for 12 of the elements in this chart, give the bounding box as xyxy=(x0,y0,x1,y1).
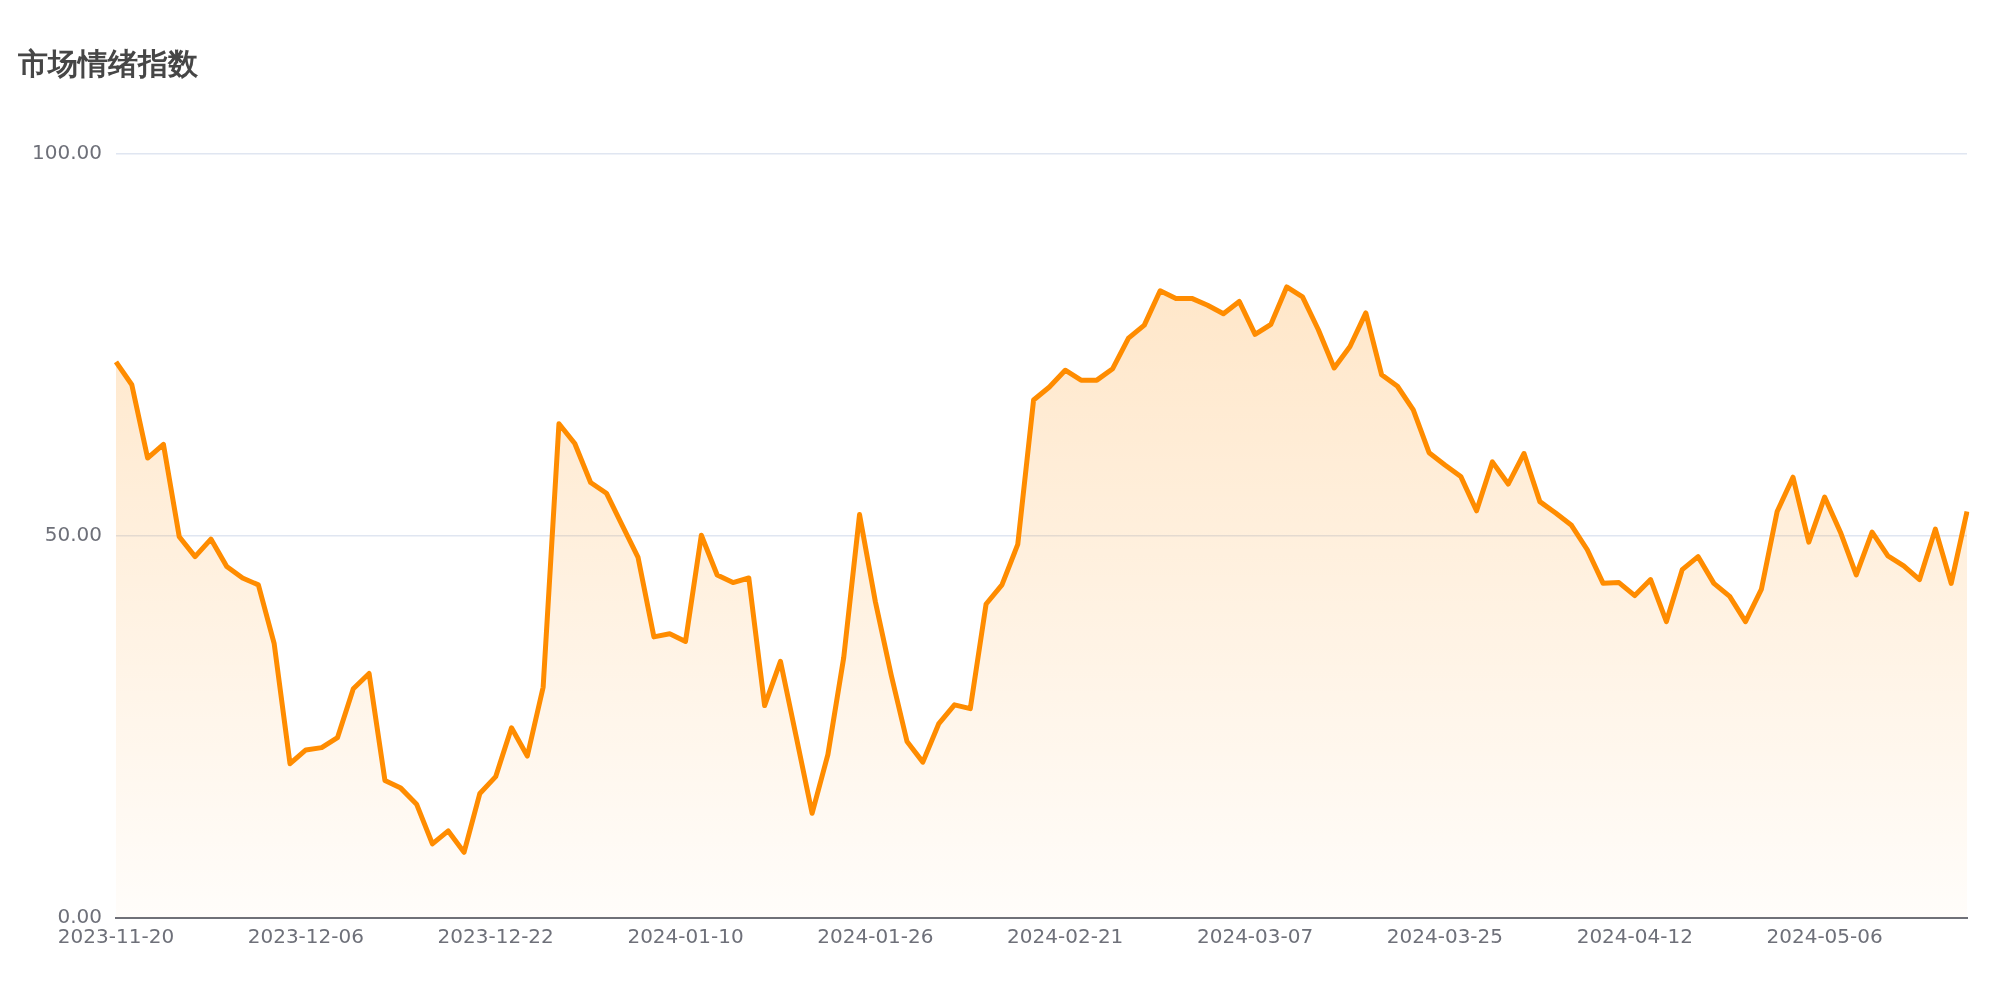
x-tick-label: 2023-12-06 xyxy=(247,924,364,949)
x-tick-label: 2024-03-25 xyxy=(1386,924,1504,949)
x-tick-label: 2024-05-06 xyxy=(1766,924,1883,949)
x-tick-label: 2023-12-22 xyxy=(437,924,554,949)
x-tick-label: 2024-03-07 xyxy=(1196,924,1314,949)
x-tick-label: 2024-02-21 xyxy=(1007,924,1124,949)
x-tick-label: 2024-01-26 xyxy=(817,924,934,949)
y-tick-label: 100.00 xyxy=(32,140,102,165)
x-tick-label: 2024-01-10 xyxy=(627,924,744,949)
x-tick-label: 2024-04-12 xyxy=(1576,924,1693,949)
chart-title: 市场情绪指数 xyxy=(17,45,199,81)
y-tick-label: 50.00 xyxy=(44,522,102,547)
